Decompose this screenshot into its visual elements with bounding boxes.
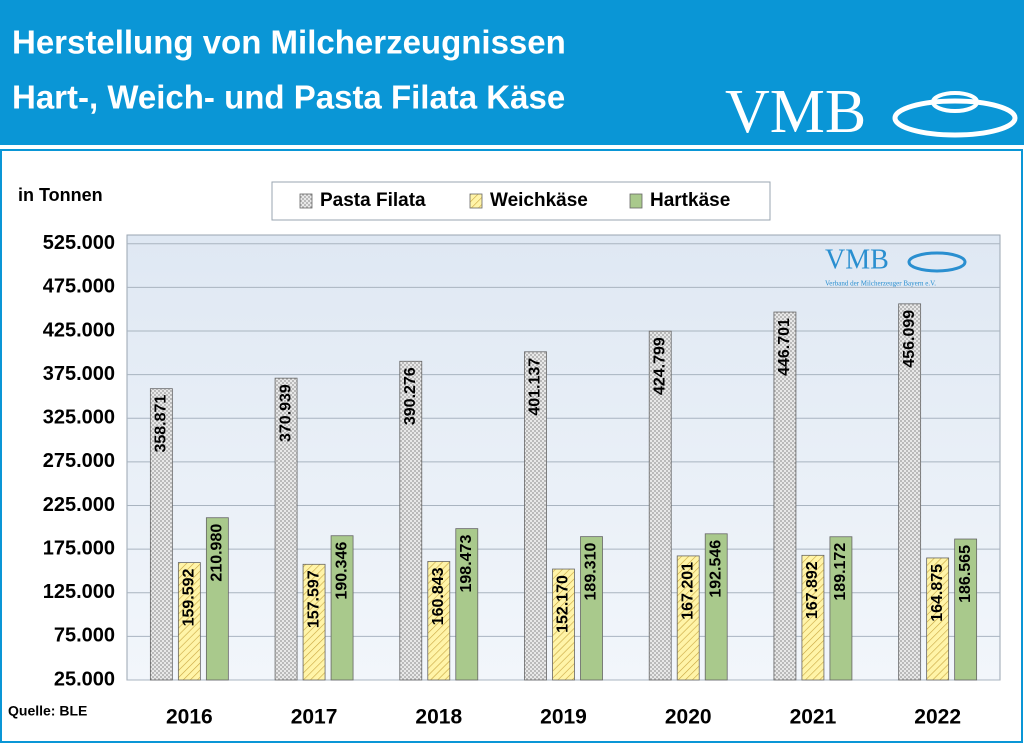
value-label: 189.172 bbox=[832, 543, 849, 601]
bar bbox=[648, 330, 672, 681]
value-label: 157.597 bbox=[305, 570, 322, 628]
x-tick-label: 2021 bbox=[790, 706, 837, 729]
bar bbox=[954, 538, 978, 681]
x-tick-label: 2017 bbox=[291, 706, 338, 729]
value-label: 167.892 bbox=[804, 561, 821, 619]
bar bbox=[676, 555, 700, 681]
value-label: 167.201 bbox=[679, 562, 696, 620]
legend-label: Hartkäse bbox=[650, 190, 730, 211]
legend-swatch bbox=[299, 193, 313, 209]
y-tick-label: 75.000 bbox=[54, 625, 115, 647]
header-banner bbox=[0, 0, 1024, 145]
y-tick-label: 125.000 bbox=[43, 581, 115, 603]
bar bbox=[801, 554, 825, 681]
legend-label: Pasta Filata bbox=[320, 190, 426, 211]
value-label: 164.875 bbox=[929, 564, 946, 622]
value-label: 358.871 bbox=[153, 395, 170, 453]
value-label: 159.592 bbox=[181, 568, 198, 626]
chart-subtitle: Hart-, Weich- und Pasta Filata Käse bbox=[12, 79, 565, 116]
frame bbox=[0, 149, 1023, 743]
x-tick-label: 2018 bbox=[415, 706, 462, 729]
bar bbox=[524, 351, 547, 681]
value-label: 370.939 bbox=[277, 384, 294, 442]
bar bbox=[552, 568, 575, 681]
value-label: 189.310 bbox=[583, 543, 600, 601]
value-label: 446.701 bbox=[776, 318, 793, 376]
value-label: 210.980 bbox=[209, 524, 226, 582]
bar bbox=[149, 388, 173, 681]
value-label: 186.565 bbox=[957, 545, 974, 603]
bar bbox=[898, 303, 922, 681]
value-label: 192.546 bbox=[707, 540, 724, 598]
x-tick-label: 2016 bbox=[166, 706, 213, 729]
value-label: 190.346 bbox=[333, 542, 350, 600]
x-tick-label: 2022 bbox=[914, 706, 961, 729]
bar bbox=[773, 311, 797, 681]
value-label: 401.137 bbox=[527, 358, 544, 416]
bar bbox=[330, 535, 354, 681]
bar bbox=[926, 557, 950, 681]
logo-swirl bbox=[892, 98, 1018, 138]
inner-logo-swirl bbox=[907, 251, 967, 273]
legend-label: Weichkäse bbox=[490, 190, 588, 211]
y-tick-label: 25.000 bbox=[54, 668, 115, 690]
chart-title: Herstellung von Milcherzeugnissen bbox=[12, 24, 566, 61]
y-tick-label: 225.000 bbox=[43, 494, 115, 516]
source: Quelle: BLE bbox=[8, 703, 87, 719]
legend-swatch bbox=[629, 193, 643, 209]
value-label: 160.843 bbox=[430, 567, 447, 625]
bar bbox=[177, 562, 201, 681]
bar bbox=[580, 536, 603, 681]
bar bbox=[302, 563, 326, 681]
bar bbox=[704, 533, 728, 681]
y-tick-label: 475.000 bbox=[43, 276, 115, 298]
inner-logo-caption: Verband der Milcherzeuger Bayern e.V. bbox=[825, 280, 936, 288]
bar bbox=[399, 360, 423, 681]
value-label: 456.099 bbox=[901, 310, 918, 368]
y-tick-label: 275.000 bbox=[43, 450, 115, 472]
inner-logo: VMB bbox=[825, 244, 889, 275]
legend-box bbox=[271, 181, 771, 221]
value-label: 390.276 bbox=[402, 367, 419, 425]
y-tick-label: 175.000 bbox=[43, 537, 115, 559]
x-tick-label: 2019 bbox=[540, 706, 587, 729]
x-tick-label: 2020 bbox=[665, 706, 712, 729]
value-label: 424.799 bbox=[651, 337, 668, 395]
y-tick-label: 325.000 bbox=[43, 407, 115, 429]
value-label: 198.473 bbox=[458, 535, 475, 593]
y-tick-label: 375.000 bbox=[43, 363, 115, 385]
bar bbox=[455, 528, 479, 681]
logo: VMB bbox=[725, 78, 866, 146]
legend-swatch bbox=[469, 193, 483, 209]
y-axis-label: in Tonnen bbox=[18, 185, 103, 205]
bar bbox=[205, 517, 229, 681]
value-label: 152.170 bbox=[555, 575, 572, 633]
y-tick-label: 525.000 bbox=[43, 232, 115, 254]
bar bbox=[274, 377, 298, 681]
bar bbox=[427, 561, 451, 681]
bar bbox=[829, 536, 853, 681]
y-tick-label: 425.000 bbox=[43, 319, 115, 341]
logo-swirl bbox=[931, 91, 979, 113]
